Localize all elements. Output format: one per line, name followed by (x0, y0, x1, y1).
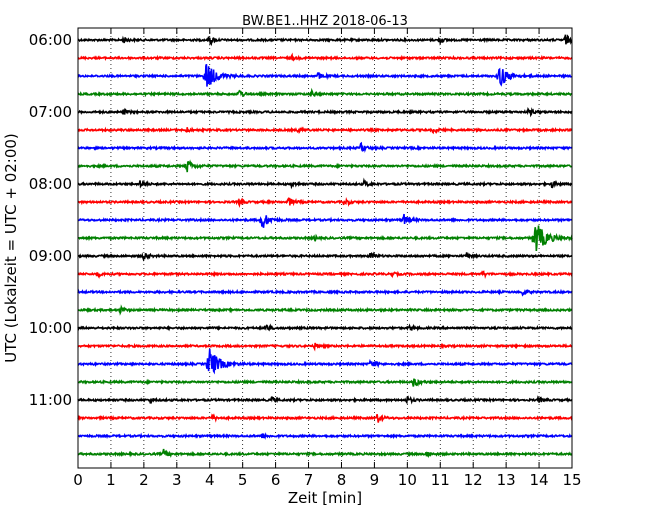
trace-5 (77, 126, 573, 135)
traces (77, 34, 573, 459)
trace-10 (77, 213, 573, 228)
x-tick-label-0: 0 (73, 471, 83, 489)
y-tick-label-0: 06:00 (29, 31, 72, 49)
x-tick-label-1: 1 (106, 471, 116, 489)
x-tick-label-12: 12 (464, 471, 483, 489)
x-tick-label-10: 10 (398, 471, 417, 489)
trace-18 (77, 348, 573, 375)
trace-9 (77, 196, 573, 208)
trace-12 (77, 251, 573, 262)
x-tick-label-14: 14 (530, 471, 549, 489)
y-axis: 06:00 07:00 08:00 09:00 10:00 11:00 (29, 31, 572, 409)
y-tick-label-4: 10:00 (29, 319, 72, 337)
x-tick-label-15: 15 (562, 471, 581, 489)
x-tick-label-2: 2 (139, 471, 149, 489)
trace-11 (77, 225, 573, 252)
trace-4 (77, 106, 573, 118)
plot-frame (77, 27, 573, 469)
trace-7 (77, 159, 573, 173)
trace-8 (77, 177, 573, 190)
x-tick-label-6: 6 (271, 471, 281, 489)
grid-lines (110, 28, 540, 468)
x-tick-label-3: 3 (172, 471, 182, 489)
trace-13 (77, 270, 573, 280)
trace-15 (77, 304, 573, 316)
x-tick-label-7: 7 (304, 471, 314, 489)
x-tick-label-4: 4 (205, 471, 215, 489)
trace-23 (77, 448, 573, 459)
trace-20 (77, 395, 573, 405)
trace-16 (77, 323, 573, 332)
x-axis-label: Zeit [min] (288, 489, 362, 507)
y-tick-label-1: 07:00 (29, 103, 72, 121)
x-tick-label-8: 8 (337, 471, 347, 489)
trace-21 (77, 413, 573, 423)
x-tick-label-13: 13 (497, 471, 516, 489)
x-axis: 0 1 2 3 4 5 6 7 8 9 10 11 12 13 14 15 (73, 28, 582, 489)
trace-0 (77, 34, 573, 47)
trace-14 (77, 288, 573, 297)
trace-19 (77, 378, 573, 387)
x-tick-label-9: 9 (370, 471, 380, 489)
y-tick-label-5: 11:00 (29, 391, 72, 409)
trace-17 (77, 342, 573, 352)
trace-1 (77, 52, 573, 62)
y-axis-label: UTC (Lokalzeit = UTC + 02:00) (2, 133, 20, 363)
chart-title: BW.BE1..HHZ 2018-06-13 (242, 14, 408, 29)
trace-6 (77, 141, 573, 153)
trace-22 (77, 432, 573, 440)
y-tick-label-3: 09:00 (29, 247, 72, 265)
trace-3 (77, 87, 573, 98)
trace-2 (77, 63, 573, 87)
x-tick-label-11: 11 (431, 471, 450, 489)
y-tick-label-2: 08:00 (29, 175, 72, 193)
x-tick-label-5: 5 (238, 471, 248, 489)
